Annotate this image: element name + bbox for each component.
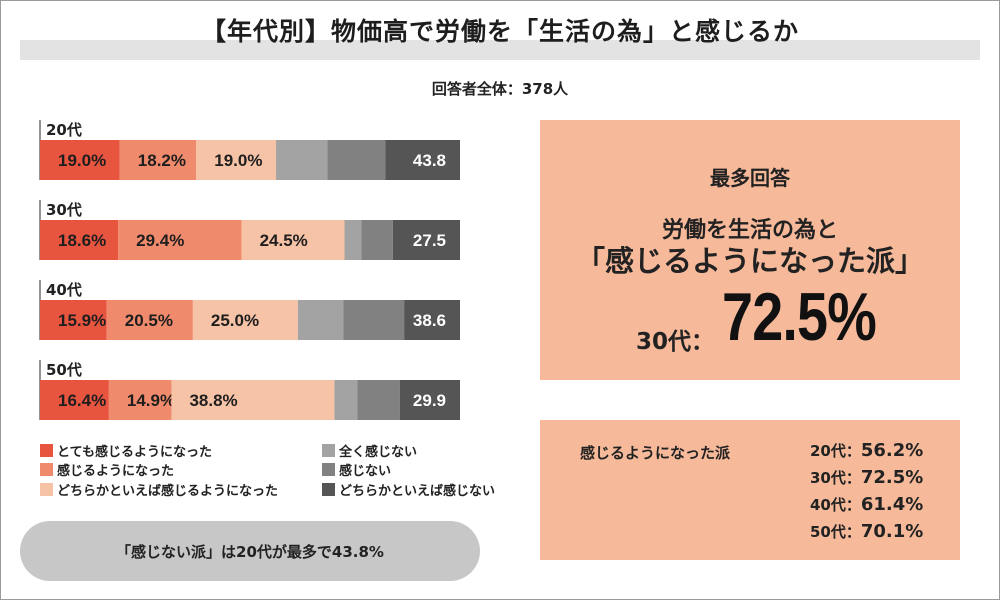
group-total-label: 38.6 bbox=[413, 311, 446, 330]
bar-segment bbox=[119, 140, 197, 180]
legend-item: 感じるようになった bbox=[40, 461, 175, 479]
panel-big-value: 72.5% bbox=[722, 279, 877, 355]
legend-label: どちらかといえば感じるようになった bbox=[57, 483, 279, 499]
bar-segment bbox=[297, 300, 344, 340]
breakdown-panel: 感じるようになった派 20代：56.2% 30代：72.5% 40代：61.4%… bbox=[540, 420, 960, 560]
bar-segment bbox=[361, 220, 393, 260]
top-answer-panel: 最多回答 労働を生活の為と 「感じるようになった派」 30代： 72.5% bbox=[540, 120, 960, 380]
group-total-label: 29.9 bbox=[413, 391, 446, 410]
breakdown-value: 61.4% bbox=[860, 494, 924, 515]
legend-swatch bbox=[40, 462, 53, 476]
bar-segment bbox=[192, 300, 298, 340]
legend-swatch bbox=[40, 482, 53, 496]
legend-label: とても感じるようになった bbox=[57, 444, 212, 460]
breakdown-value: 72.5% bbox=[860, 467, 924, 488]
legend-item: とても感じるようになった bbox=[40, 442, 212, 460]
category-label: 40代 bbox=[46, 281, 82, 299]
bar-segment bbox=[327, 140, 386, 180]
group-total-label: 27.5 bbox=[413, 231, 446, 250]
bar-segment bbox=[108, 380, 172, 420]
legend-swatch bbox=[40, 443, 53, 457]
bar-segment bbox=[334, 380, 358, 420]
panel-age-label: 30代： bbox=[636, 329, 715, 355]
legend-swatch bbox=[322, 482, 335, 496]
legend-swatch bbox=[322, 443, 335, 457]
breakdown-row: 50代：70.1% bbox=[810, 521, 923, 548]
respondent-count: 回答者全体：378人 bbox=[431, 80, 569, 98]
bar-segment bbox=[404, 300, 460, 340]
legend-label: 感じない bbox=[339, 463, 392, 479]
data-label: 24.5% bbox=[260, 231, 308, 250]
chart-title: 【年代別】物価高で労働を「生活の為」と感じるか bbox=[200, 17, 799, 46]
bar-segment bbox=[276, 140, 328, 180]
data-label: 19.0% bbox=[214, 151, 262, 170]
breakdown-row: 20代：56.2% bbox=[810, 440, 923, 467]
breakdown-list: 20代：56.2% 30代：72.5% 40代：61.4% 50代：70.1% bbox=[810, 440, 923, 548]
legend-item: どちらかといえば感じない bbox=[322, 481, 496, 499]
bar-segment bbox=[392, 220, 460, 260]
breakdown-age: 50代： bbox=[810, 523, 861, 541]
bar-segment bbox=[40, 140, 120, 180]
data-label: 20.5% bbox=[125, 311, 173, 330]
bar-segment bbox=[399, 380, 460, 420]
legend-item: 全く感じない bbox=[322, 442, 418, 460]
bar-segment bbox=[40, 380, 109, 420]
legend-label: 感じるようになった bbox=[57, 463, 175, 479]
bar-segment bbox=[357, 380, 400, 420]
data-label: 16.4% bbox=[58, 391, 106, 410]
data-label: 14.9% bbox=[127, 391, 175, 410]
data-label: 15.9% bbox=[58, 311, 106, 330]
bar-segment bbox=[196, 140, 277, 180]
data-label: 38.8% bbox=[189, 391, 237, 410]
legend-item: 感じない bbox=[322, 461, 392, 479]
breakdown-label: 感じるようになった派 bbox=[580, 444, 731, 462]
breakdown-value: 56.2% bbox=[860, 440, 924, 461]
breakdown-row: 40代：61.4% bbox=[810, 494, 923, 521]
panel-line1: 労働を生活の為と bbox=[661, 218, 838, 243]
summary-note: 「感じない派」は20代が最多で43.8% bbox=[20, 521, 480, 581]
category-label: 50代 bbox=[46, 361, 82, 379]
data-label: 18.2% bbox=[138, 151, 186, 170]
panel-heading: 最多回答 bbox=[710, 166, 790, 190]
breakdown-value: 70.1% bbox=[860, 521, 924, 542]
legend-swatch bbox=[322, 462, 335, 476]
data-label: 18.6% bbox=[58, 231, 106, 250]
data-label: 29.4% bbox=[136, 231, 184, 250]
bar-segment bbox=[106, 300, 193, 340]
legend-item: どちらかといえば感じるようになった bbox=[40, 481, 279, 499]
panel-line2: 「感じるようになった派」 bbox=[575, 244, 924, 278]
legend-label: 全く感じない bbox=[339, 444, 418, 460]
breakdown-age: 40代： bbox=[810, 496, 861, 514]
group-total-label: 43.8 bbox=[413, 151, 446, 170]
bar-segment bbox=[241, 220, 345, 260]
data-label: 19.0% bbox=[58, 151, 106, 170]
breakdown-age: 30代： bbox=[810, 469, 861, 487]
bar-segment bbox=[40, 220, 119, 260]
breakdown-age: 20代： bbox=[810, 442, 861, 460]
bar-segment bbox=[118, 220, 242, 260]
category-label: 20代 bbox=[46, 121, 82, 139]
bar-segment bbox=[343, 300, 405, 340]
bar-segment bbox=[171, 380, 335, 420]
title-band bbox=[20, 40, 980, 60]
bar-segment bbox=[385, 140, 460, 180]
category-label: 30代 bbox=[46, 201, 82, 219]
data-label: 25.0% bbox=[211, 311, 259, 330]
bar-segment bbox=[40, 300, 107, 340]
breakdown-row: 30代：72.5% bbox=[810, 467, 923, 494]
legend-label: どちらかといえば感じない bbox=[339, 483, 496, 499]
bar-segment bbox=[344, 220, 362, 260]
